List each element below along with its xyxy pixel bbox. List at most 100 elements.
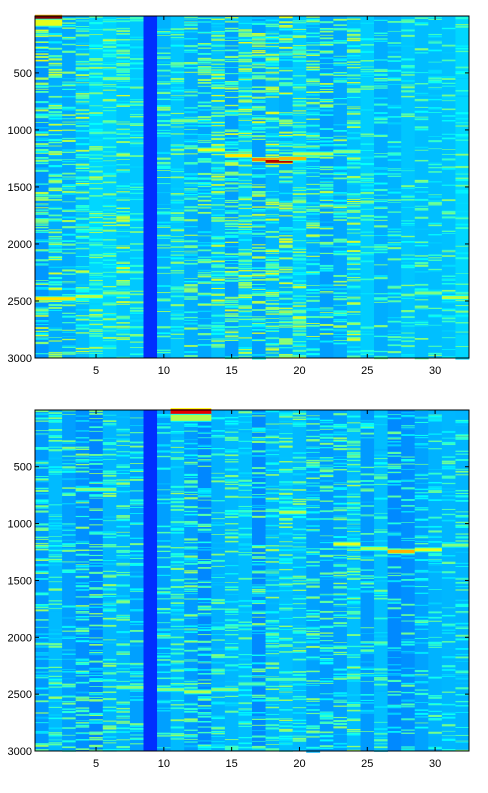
heatmap-streak — [184, 62, 199, 64]
heatmap-streak — [238, 493, 253, 496]
heatmap-streak — [62, 351, 76, 354]
heatmap-streak — [238, 79, 253, 81]
heatmap-streak — [238, 702, 253, 705]
heatmap-streak — [62, 288, 76, 290]
heatmap-streak — [48, 114, 63, 115]
heatmap-streak — [170, 625, 185, 627]
heatmap-streak — [441, 78, 456, 80]
heatmap-streak — [48, 111, 63, 114]
heatmap-streak — [238, 106, 253, 109]
heatmap-streak — [48, 207, 63, 209]
heatmap-streak — [129, 155, 144, 157]
heatmap-streak — [374, 246, 388, 248]
heatmap-streak — [48, 71, 63, 74]
heatmap-streak — [157, 498, 171, 500]
heatmap-streak — [75, 460, 90, 463]
heatmap-streak — [211, 123, 226, 125]
heatmap-streak — [238, 725, 253, 728]
heatmap-streak — [374, 293, 388, 295]
heatmap-streak — [62, 616, 76, 620]
heatmap-streak — [62, 273, 76, 275]
heatmap-streak — [102, 686, 117, 688]
heatmap-streak — [211, 669, 226, 671]
heatmap-streak — [116, 48, 131, 51]
heatmap-streak — [292, 631, 307, 632]
heatmap-streak — [306, 292, 321, 294]
heatmap-streak — [292, 93, 307, 96]
heatmap-streak — [48, 658, 63, 660]
heatmap-streak — [116, 44, 131, 47]
heatmap-streak — [346, 330, 361, 333]
heatmap-column — [143, 16, 158, 358]
heatmap-streak — [224, 137, 239, 139]
heatmap-streak — [35, 167, 49, 169]
heatmap-streak — [319, 41, 334, 44]
heatmap-streak — [197, 525, 212, 527]
heatmap-streak — [102, 19, 117, 21]
heatmap-streak — [265, 93, 280, 95]
heatmap-streak — [319, 575, 334, 578]
heatmap-streak — [279, 709, 293, 711]
heatmap-streak — [279, 207, 293, 210]
heatmap-streak — [170, 736, 185, 739]
heatmap-streak — [224, 236, 239, 238]
heatmap-streak — [75, 68, 90, 71]
heatmap-streak — [211, 344, 226, 346]
heatmap-streak — [428, 222, 443, 224]
heatmap-streak — [306, 418, 321, 420]
heatmap-streak — [129, 192, 144, 194]
heatmap-streak — [346, 155, 361, 158]
heatmap-streak — [62, 281, 76, 282]
heatmap-streak — [102, 479, 117, 482]
heatmap-streak — [333, 206, 348, 209]
heatmap-streak — [211, 26, 226, 28]
heatmap-streak — [75, 415, 90, 418]
heatmap-streak — [224, 199, 239, 202]
heatmap-streak — [319, 548, 334, 550]
heatmap-streak — [184, 245, 199, 249]
heatmap-streak — [252, 274, 266, 276]
heatmap-streak — [89, 544, 104, 546]
heatmap-streak — [157, 426, 171, 429]
heatmap-streak — [374, 182, 388, 185]
heatmap-streak — [48, 26, 63, 28]
heatmap-streak — [414, 305, 429, 308]
heatmap-streak — [116, 574, 131, 576]
heatmap-streak — [333, 733, 348, 735]
heatmap-streak — [279, 257, 293, 258]
heatmap-streak — [89, 353, 104, 354]
heatmap-streak — [102, 709, 117, 712]
heatmap-streak — [75, 77, 90, 79]
heatmap-streak — [252, 590, 266, 593]
heatmap-streak — [89, 497, 104, 499]
heatmap-streak — [306, 98, 321, 100]
heatmap-streak — [319, 559, 334, 561]
heatmap-streak — [319, 479, 334, 482]
heatmap-streak — [238, 350, 253, 352]
heatmap-streak — [224, 277, 239, 279]
heatmap-streak — [414, 307, 429, 309]
heatmap-streak — [455, 95, 470, 97]
heatmap-streak — [279, 307, 293, 309]
heatmap-streak — [102, 442, 117, 446]
heatmap-streak — [265, 620, 280, 622]
heatmap-streak — [48, 153, 63, 156]
heatmap-streak — [292, 416, 307, 418]
heatmap-streak — [89, 221, 104, 223]
heatmap-streak — [252, 718, 266, 720]
heatmap-streak — [170, 270, 185, 272]
heatmap-streak — [211, 35, 226, 37]
heatmap-streak — [265, 325, 280, 328]
heatmap-streak — [224, 36, 239, 39]
heatmap-streak — [360, 278, 375, 281]
heatmap-streak — [211, 744, 226, 746]
heatmap-streak — [374, 97, 388, 100]
heatmap-streak — [279, 67, 293, 70]
heatmap-streak — [48, 240, 63, 242]
heatmap-streak — [265, 429, 280, 431]
heatmap-streak — [62, 346, 76, 349]
heatmap-streak — [306, 511, 321, 514]
heatmap-streak — [265, 35, 280, 38]
heatmap-streak — [157, 502, 171, 505]
heatmap-streak — [35, 717, 49, 720]
